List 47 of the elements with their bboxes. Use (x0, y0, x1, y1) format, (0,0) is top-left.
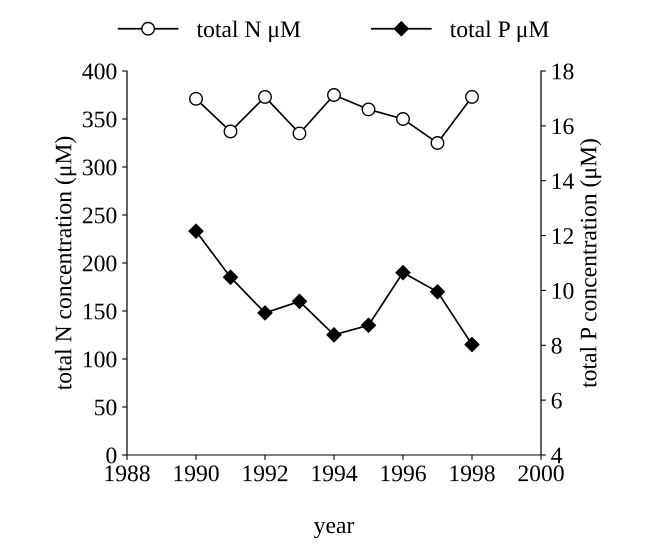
x-tick-label: 1990 (174, 465, 219, 482)
y2-tick-label: 4 (551, 448, 562, 464)
point (224, 124, 238, 138)
y2-tick-label: 18 (552, 63, 574, 80)
point (222, 270, 238, 285)
y-tick-label: 150 (84, 303, 116, 320)
x-tick-label: 1994 (312, 465, 358, 482)
y-tick-label: 100 (84, 351, 116, 368)
point (362, 102, 376, 116)
y2-tick-label: 6 (552, 392, 562, 409)
y-tick-label: 300 (82, 159, 116, 176)
point (430, 284, 446, 300)
point (258, 90, 272, 104)
point (465, 90, 479, 104)
legend-label: total P μM (450, 20, 549, 42)
point (327, 88, 341, 102)
y2-axis-title: total P concentration (μM) (580, 139, 602, 388)
y2-tick-label: 8 (552, 338, 562, 354)
point (395, 265, 411, 280)
x-tick-label: 1992 (243, 465, 288, 482)
legend-label: total N μM (196, 20, 300, 42)
point (464, 336, 480, 352)
y-tick-label: 250 (82, 207, 116, 224)
y2-tick-label: 14 (552, 173, 574, 189)
y2-tick-label: 10 (552, 282, 574, 299)
y-tick-label: 350 (82, 111, 116, 128)
point (326, 327, 342, 342)
point (396, 112, 410, 126)
point (189, 92, 203, 106)
y-axis-title: total N concentration (μM) (54, 136, 76, 390)
x-tick-label: 1988 (105, 465, 150, 482)
y-tick-label: 400 (82, 63, 116, 80)
x-tick-label: 1998 (450, 465, 495, 482)
x-tick-label: 2000 (518, 465, 564, 482)
y2-tick-label: 12 (552, 228, 574, 244)
point (360, 318, 376, 333)
y-tick-label: 50 (95, 399, 116, 416)
point (257, 305, 273, 320)
x-tick-label: 1996 (381, 465, 426, 482)
point (188, 224, 204, 239)
y-tick-label: 0 (106, 447, 116, 464)
y2-tick-label: 16 (552, 118, 574, 134)
point (430, 136, 444, 150)
y-tick-label: 200 (82, 255, 116, 272)
point (292, 126, 306, 140)
x-axis-title: year (314, 522, 354, 538)
point (292, 294, 308, 309)
